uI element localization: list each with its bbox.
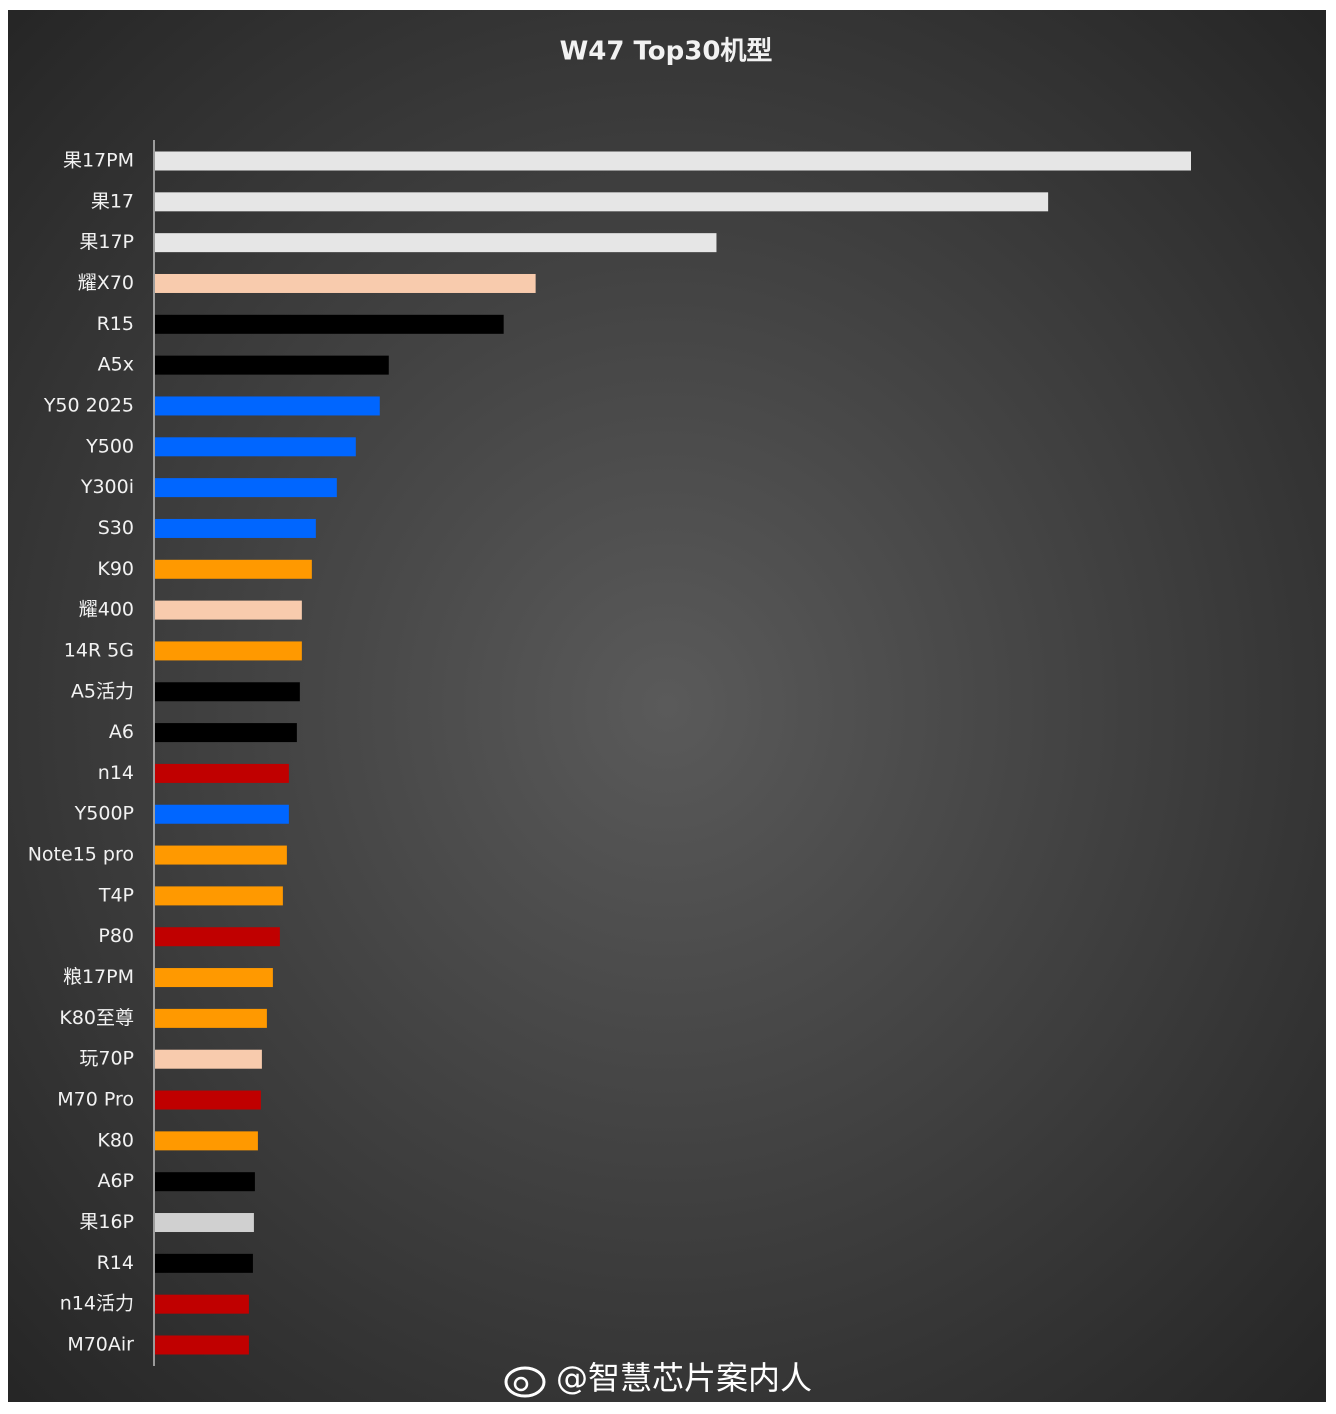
y-tick-label: M70 Pro [57,1089,134,1111]
watermark-text: @智慧芯片案内人 [556,1359,812,1397]
y-tick-label: A6P [97,1170,134,1192]
bar [155,273,536,293]
y-tick-label: A5x [98,354,134,376]
y-tick-label: Y50 2025 [43,394,134,416]
bar [155,1131,258,1151]
bar [155,233,717,253]
y-tick-label: Y500 [85,435,134,457]
bar [155,355,389,375]
bar [155,968,273,988]
y-tick-label: S30 [98,517,134,539]
y-tick-label: P80 [98,925,134,947]
watermark-icon [513,1376,529,1392]
y-tick-label: K90 [97,558,134,580]
bar [155,1253,253,1273]
bar [155,192,1049,212]
y-tick-label: Y300i [80,476,134,498]
bar [155,396,380,416]
y-tick-label: 耀400 [79,599,134,621]
watermark: @智慧芯片案内人 [504,1359,812,1398]
y-tick-label: K80至尊 [59,1007,134,1029]
y-tick-label: n14 [98,762,134,784]
bar [155,559,312,579]
watermark-icon [504,1366,546,1398]
y-tick-label: 果17PM [63,150,134,172]
bar [155,682,300,702]
y-tick-label: n14活力 [60,1293,134,1315]
bar [155,1008,267,1028]
bar [155,886,283,906]
bar [155,845,287,865]
bar [155,1049,262,1069]
y-tick-label: R14 [97,1252,134,1274]
chart-background [8,10,1326,1402]
y-tick-label: 果17P [79,231,134,253]
bar [155,1090,261,1110]
bar [155,518,316,538]
y-tick-label: 粮17PM [63,966,134,988]
bar [155,437,356,457]
y-tick-label: R15 [97,313,134,335]
y-tick-label: A5活力 [71,680,134,702]
bar [155,1172,255,1192]
y-tick-label: 耀X70 [78,272,134,294]
bar [155,763,289,783]
y-tick-label: M70Air [67,1334,134,1356]
bar [155,1335,249,1355]
bar [155,478,337,498]
bar [155,641,302,661]
y-tick-label: Note15 pro [28,844,134,866]
bar [155,927,280,947]
bar [155,1294,249,1314]
bar [155,151,1191,171]
y-tick-label: 14R 5G [64,639,134,661]
y-tick-label: T4P [98,884,134,906]
y-tick-label: K80 [97,1129,134,1151]
bar [155,1213,254,1233]
bar [155,723,297,743]
bar [155,314,504,334]
y-tick-label: Y500P [74,803,134,825]
y-tick-label: A6 [109,721,134,743]
bar [155,804,289,824]
bar [155,600,302,620]
chart-title: W47 Top30机型 [560,37,773,67]
y-tick-label: 果16P [79,1211,134,1233]
y-tick-label: 果17 [91,190,134,212]
y-tick-label: 玩70P [79,1048,134,1070]
